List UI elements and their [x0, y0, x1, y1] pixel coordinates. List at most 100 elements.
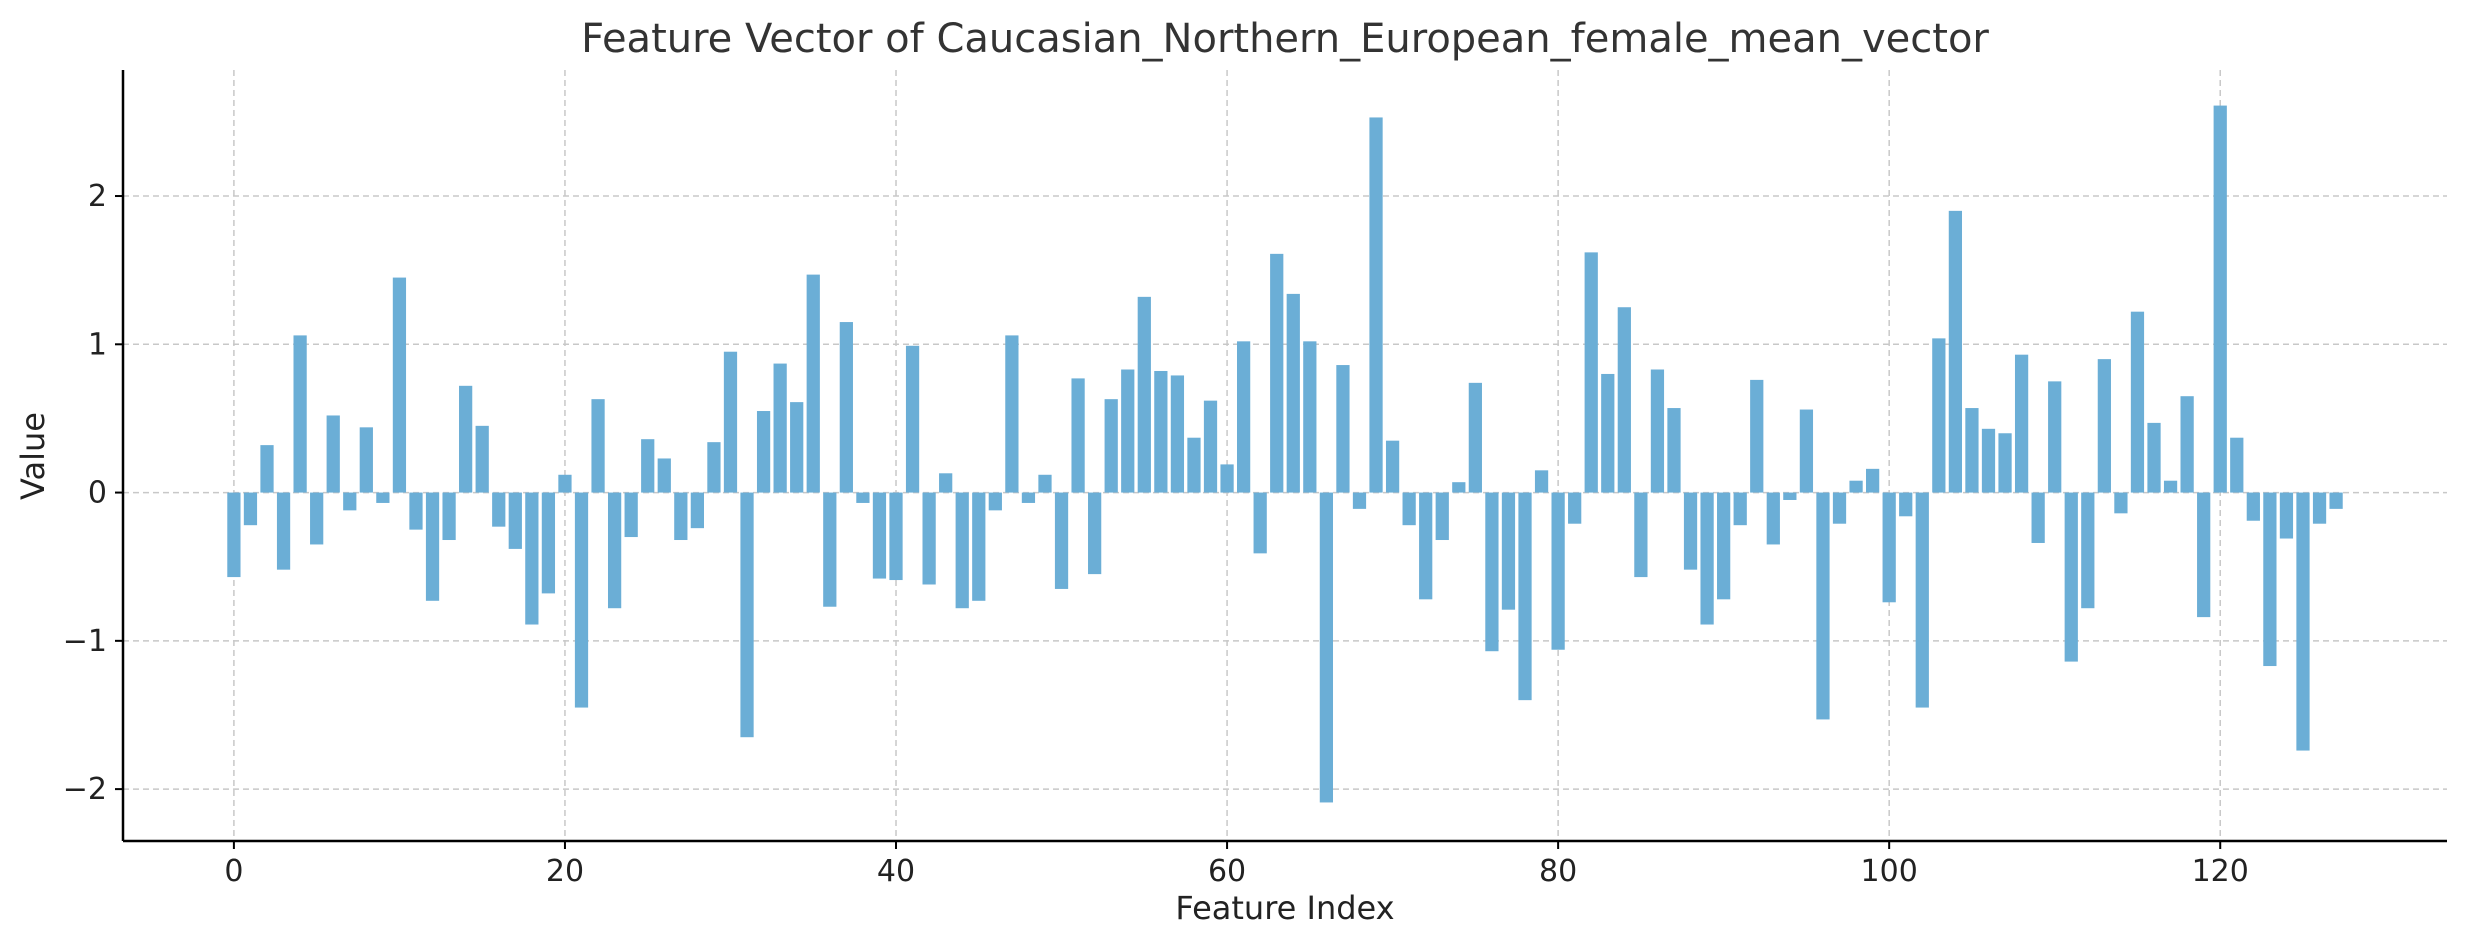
bar-48 [1021, 492, 1036, 503]
bar-92 [1750, 379, 1764, 493]
bar-21 [574, 492, 589, 708]
bar-72 [1419, 492, 1433, 600]
bar-40 [889, 492, 903, 581]
bar-1 [243, 492, 258, 526]
bar-127 [2329, 492, 2343, 509]
bar-119 [2197, 492, 2211, 618]
bar-70 [1385, 440, 1400, 493]
bar-73 [1435, 492, 1449, 541]
bar-95 [1799, 409, 1814, 493]
x-tick-label-2: 40 [877, 854, 915, 889]
bar-111 [2064, 492, 2078, 662]
bar-24 [624, 492, 638, 538]
bar-33 [773, 363, 787, 493]
bar-11 [409, 492, 423, 530]
bar-77 [1501, 492, 1516, 610]
y-tick-label-3: 1 [88, 327, 107, 362]
bar-66 [1319, 492, 1334, 803]
bar-58 [1187, 437, 1201, 493]
bar-18 [525, 492, 539, 625]
bar-69 [1369, 117, 1383, 493]
bar-56 [1154, 370, 1168, 493]
bar-19 [541, 492, 556, 594]
bar-49 [1038, 474, 1052, 493]
bar-108 [2014, 354, 2029, 493]
y-ticks: −2 −1 0 1 2 [63, 179, 123, 807]
y-tick-label-0: −2 [63, 772, 107, 807]
bar-37 [839, 322, 853, 493]
y-axis-label: Value [14, 412, 52, 500]
x-tick-label-0: 0 [224, 854, 243, 889]
bar-15 [475, 425, 489, 493]
bar-113 [2097, 359, 2111, 493]
bar-98 [1849, 480, 1863, 493]
bar-35 [806, 274, 820, 493]
bar-0 [227, 492, 241, 578]
y-tick-label-4: 2 [88, 179, 107, 214]
bar-121 [2230, 437, 2244, 493]
bar-5 [310, 492, 324, 545]
y-tick-label-1: −1 [63, 624, 107, 659]
x-tick-label-6: 120 [2192, 854, 2249, 889]
bar-112 [2081, 492, 2095, 609]
bar-96 [1816, 492, 1830, 720]
bar-47 [1005, 335, 1019, 493]
bar-99 [1866, 468, 1880, 493]
bar-20 [558, 474, 572, 493]
axes [121, 70, 2447, 843]
bar-106 [1981, 428, 1996, 493]
bar-117 [2163, 480, 2178, 493]
bar-80 [1551, 492, 1565, 650]
bar-125 [2296, 492, 2310, 751]
bar-44 [955, 492, 969, 609]
bar-55 [1137, 296, 1151, 493]
bar-74 [1452, 482, 1466, 493]
bar-124 [2279, 492, 2294, 539]
bar-16 [492, 492, 506, 527]
grid-lines [123, 70, 2447, 841]
bar-78 [1518, 492, 1532, 701]
bar-123 [2263, 492, 2277, 667]
bar-68 [1352, 492, 1367, 509]
bar-105 [1965, 408, 1979, 493]
bar-90 [1717, 492, 1731, 600]
bar-120 [2213, 105, 2227, 493]
bar-9 [376, 492, 390, 503]
bar-32 [756, 411, 771, 493]
x-tick-label-4: 80 [1539, 854, 1577, 889]
bar-14 [459, 385, 473, 493]
bar-101 [1899, 492, 1913, 517]
bar-102 [1915, 492, 1929, 708]
bar-103 [1932, 338, 1946, 493]
bar-41 [905, 345, 920, 493]
bar-42 [922, 492, 936, 585]
bar-53 [1104, 399, 1118, 493]
bar-89 [1700, 492, 1714, 625]
bar-114 [2114, 492, 2128, 514]
bar-25 [641, 439, 655, 493]
bar-104 [1948, 210, 1963, 493]
bar-65 [1303, 341, 1317, 493]
bar-13 [442, 492, 456, 541]
bar-60 [1220, 464, 1234, 493]
bar-100 [1882, 492, 1896, 603]
bar-59 [1203, 400, 1218, 493]
y-tick-label-2: 0 [88, 476, 107, 511]
bar-75 [1468, 382, 1482, 493]
bar-27 [674, 492, 688, 541]
bar-2 [260, 445, 274, 493]
bar-38 [856, 492, 870, 503]
bar-122 [2246, 492, 2260, 521]
bar-39 [872, 492, 887, 579]
bar-85 [1634, 492, 1648, 578]
bar-126 [2312, 492, 2327, 524]
bar-71 [1402, 492, 1416, 526]
bar-51 [1071, 378, 1085, 493]
bars [227, 105, 2343, 803]
bar-91 [1733, 492, 1747, 526]
bar-81 [1568, 492, 1582, 524]
bar-12 [425, 492, 440, 601]
bar-8 [359, 427, 373, 493]
bar-45 [972, 492, 986, 601]
